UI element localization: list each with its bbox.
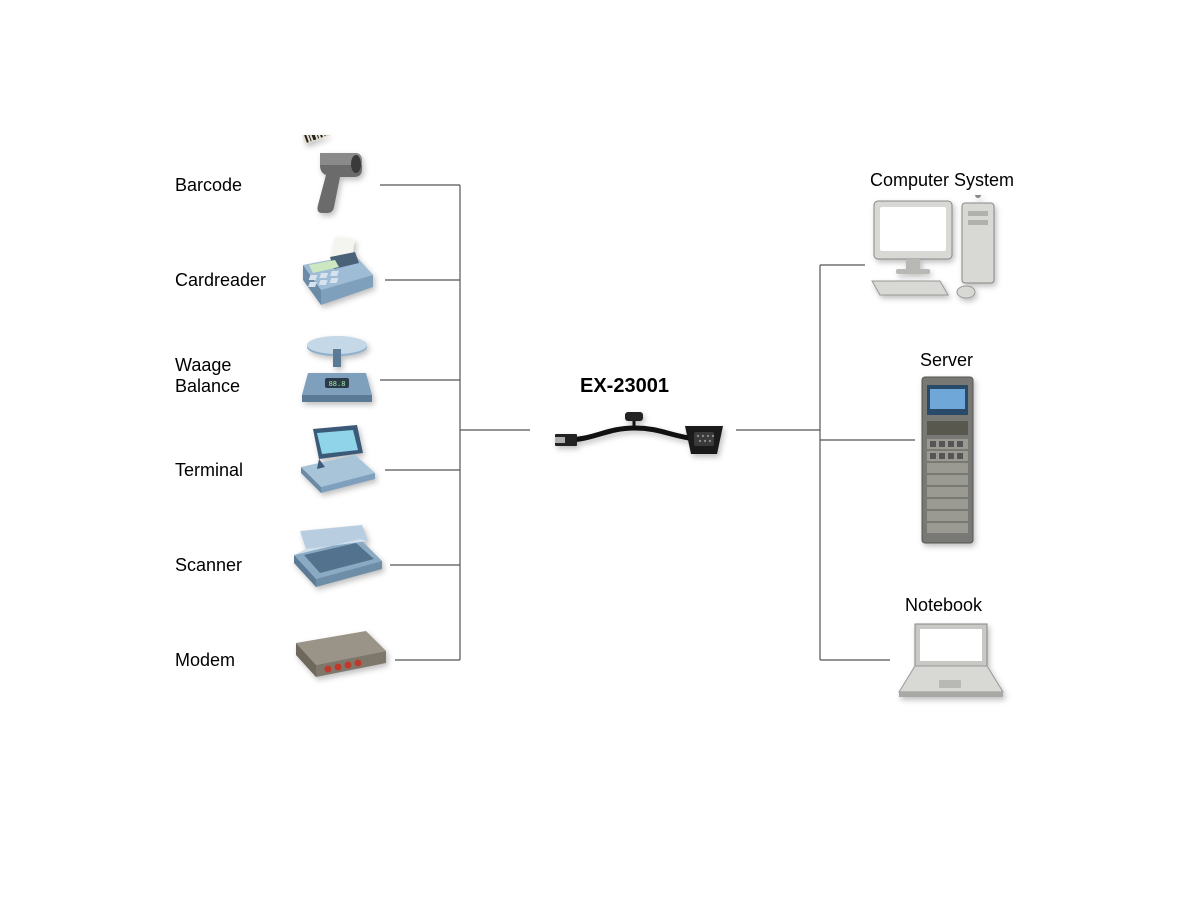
label-barcode: Barcode [175,175,242,196]
center-product-title: EX-23001 [580,375,669,398]
weighing-scale-icon: 88.8 [300,335,375,405]
label-scanner: Scanner [175,555,242,576]
pos-terminal-icon [295,425,380,495]
barcode-scanner-icon [300,135,370,215]
laptop-icon [895,620,1005,700]
label-computer-system: Computer System [870,170,1014,191]
label-modem: Modem [175,650,235,671]
label-cardreader: Cardreader [175,270,266,291]
label-server: Server [920,350,973,371]
diagram-canvas: EX-23001 Barcode [0,0,1200,900]
desktop-computer-icon [870,195,1000,305]
flatbed-scanner-icon [290,525,385,590]
svg-text:88.8: 88.8 [329,380,346,388]
label-balance: WaageBalance [175,355,240,396]
card-reader-icon [295,235,380,310]
modem-icon [290,625,390,680]
server-rack-icon [920,375,975,545]
adapter-cable-icon [555,410,725,460]
label-terminal: Terminal [175,460,243,481]
label-notebook: Notebook [905,595,982,616]
